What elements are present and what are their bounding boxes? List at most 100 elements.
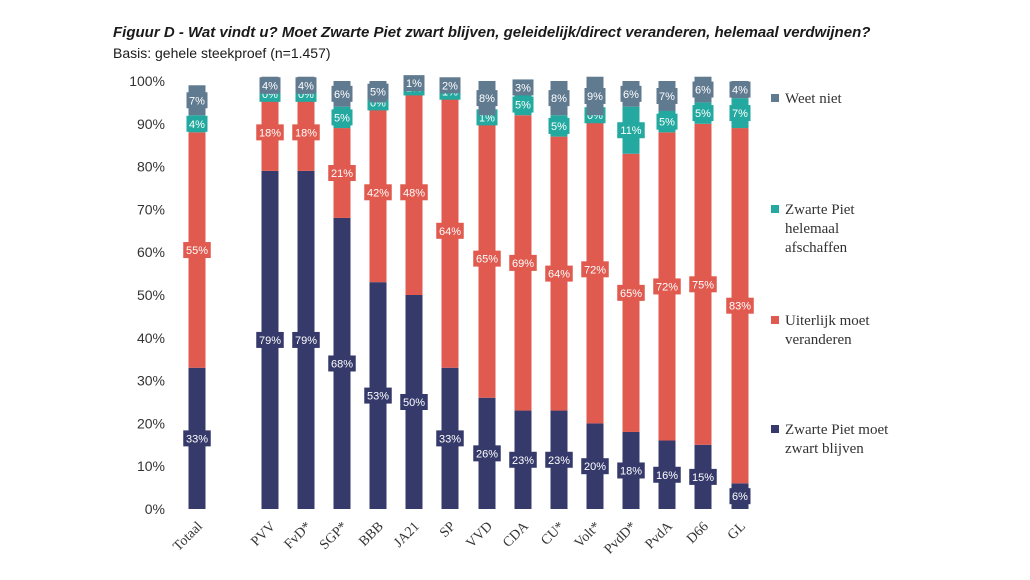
data-label: 7% — [729, 105, 751, 122]
x-tick-label: SGP* — [317, 519, 351, 553]
data-label-text: 8% — [551, 93, 567, 105]
data-label: 16% — [653, 466, 681, 483]
legend-item: Zwarte Piet moet zwart blijven — [771, 422, 889, 457]
data-label-text: 7% — [189, 95, 205, 107]
data-label-text: 9% — [587, 91, 603, 103]
y-tick-label: 70% — [137, 201, 165, 217]
legend-label: Zwarte Piet helemaal afschaffen — [785, 202, 855, 256]
data-label-box — [729, 105, 751, 122]
data-label: 4% — [186, 115, 208, 132]
x-tick-label: Volt* — [572, 519, 604, 551]
data-label: 7% — [186, 92, 208, 109]
data-label: 5% — [692, 105, 714, 122]
data-label-text: 55% — [186, 245, 208, 257]
x-axis: Totaal PVV FvD* SGP* BBB JA21 SP VVD CDA CU* Volt*… — [171, 519, 749, 558]
data-label-box — [729, 81, 751, 98]
y-tick-label: 90% — [137, 116, 165, 132]
data-label-box — [584, 87, 606, 104]
y-tick-label: 40% — [137, 330, 165, 346]
data-label-box — [545, 265, 573, 282]
data-label-box — [292, 331, 320, 348]
x-tick-label: GL — [725, 519, 749, 543]
data-label: 15% — [689, 468, 717, 485]
x-tick-label: PvdA — [643, 519, 677, 553]
data-label: 64% — [545, 265, 573, 282]
data-label-text: 42% — [367, 187, 389, 199]
data-label: 23% — [545, 451, 573, 468]
legend-swatch — [771, 316, 779, 324]
data-label: 5% — [331, 109, 353, 126]
y-tick-label: 100% — [129, 73, 165, 89]
data-label: 6% — [620, 85, 642, 102]
bars: 33%55%4%7%79%18%0%4%79%18%0%4%68%21%5%6%… — [183, 75, 754, 509]
legend: Weet niet Zwarte Piet helemaal afschaffen Ui… — [771, 91, 889, 457]
data-label: 8% — [548, 90, 570, 107]
y-tick-label: 0% — [145, 501, 165, 517]
data-label-text: 21% — [331, 168, 353, 180]
legend-swatch — [771, 94, 779, 102]
data-label: 83% — [726, 297, 754, 314]
legend-swatch — [771, 205, 779, 213]
legend-label: Uiterlijk moet veranderen — [785, 313, 870, 348]
data-label-box — [186, 115, 208, 132]
data-label-text: 65% — [620, 288, 642, 300]
data-label-text: 33% — [439, 433, 461, 445]
data-label-text: 79% — [295, 335, 317, 347]
data-label-text: 2% — [442, 80, 458, 92]
data-label: 9% — [584, 87, 606, 104]
data-label: 69% — [509, 254, 537, 271]
data-label: 11% — [617, 122, 645, 139]
data-label: 8% — [476, 90, 498, 107]
data-label: 18% — [256, 124, 284, 141]
data-label-text: 26% — [476, 448, 498, 460]
data-label-box — [364, 387, 392, 404]
data-label-text: 4% — [189, 119, 205, 131]
data-label: 6% — [331, 85, 353, 102]
data-label-text: 53% — [367, 391, 389, 403]
data-label: 2% — [439, 77, 461, 94]
y-tick-label: 50% — [137, 287, 165, 303]
data-label: 72% — [581, 261, 609, 278]
data-label-box — [617, 284, 645, 301]
data-label: 65% — [473, 250, 501, 267]
data-label-text: 6% — [623, 89, 639, 101]
x-tick-label: BBB — [356, 519, 386, 549]
x-tick-label: Totaal — [171, 519, 206, 554]
data-label-box — [581, 458, 609, 475]
data-label-box — [328, 355, 356, 372]
data-label-box — [548, 90, 570, 107]
data-label: 33% — [436, 430, 464, 447]
data-label: 75% — [689, 276, 717, 293]
data-label-text: 3% — [515, 82, 531, 94]
data-label-box — [473, 250, 501, 267]
data-label-text: 18% — [295, 127, 317, 139]
y-axis: 0% 10% 20% 30% 40% 50% 60% 70% 80% 90% 100% — [129, 73, 165, 517]
data-label-text: 5% — [515, 100, 531, 112]
legend-item: Weet niet — [771, 91, 843, 107]
data-label-text: 23% — [512, 455, 534, 467]
data-label-text: 5% — [370, 87, 386, 99]
y-tick-label: 30% — [137, 373, 165, 389]
data-label-box — [548, 117, 570, 134]
data-label-text: 7% — [732, 108, 748, 120]
data-label-box — [256, 124, 284, 141]
x-tick-label: VVD — [464, 519, 496, 551]
data-label-box — [183, 430, 211, 447]
data-label-box — [476, 90, 498, 107]
data-label-text: 65% — [476, 254, 498, 266]
data-label: 48% — [400, 184, 428, 201]
data-label-text: 5% — [695, 108, 711, 120]
data-label: 68% — [328, 355, 356, 372]
data-label: 42% — [364, 184, 392, 201]
data-label-box — [367, 83, 389, 100]
data-label-box — [581, 261, 609, 278]
data-label-text: 68% — [331, 358, 353, 370]
data-label-text: 5% — [334, 112, 350, 124]
x-tick-label: D66 — [684, 519, 712, 547]
chart-subtitle: Basis: gehele steekproef (n=1.457) — [113, 45, 331, 61]
data-label: 4% — [729, 81, 751, 98]
data-label-text: 69% — [512, 258, 534, 270]
data-label: 1% — [403, 75, 425, 92]
data-label-text: 79% — [259, 335, 281, 347]
data-label-box — [186, 92, 208, 109]
